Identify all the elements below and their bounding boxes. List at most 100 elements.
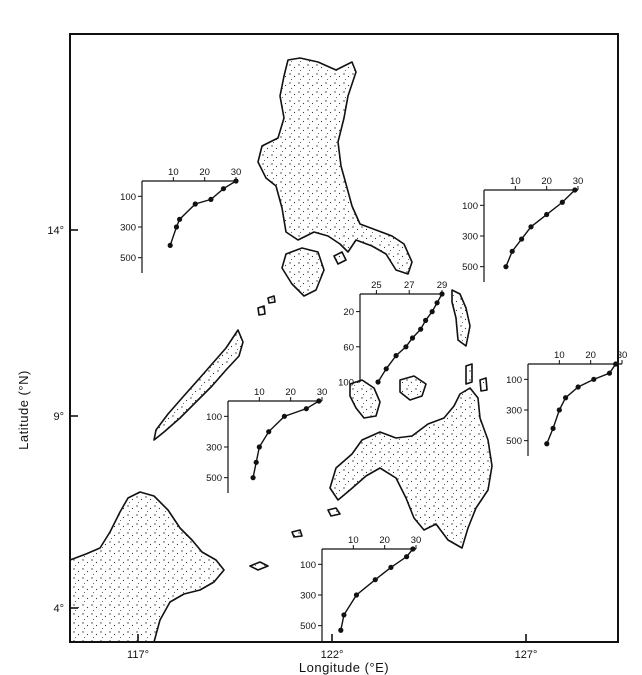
profile-temp-tick-label: 30 [573, 176, 584, 187]
profile-depth-tick-label: 100 [120, 192, 136, 203]
profile-temp-tick-label: 10 [554, 350, 565, 361]
land-masses [69, 57, 493, 643]
profile-point [281, 413, 287, 419]
profile-point [509, 248, 515, 254]
profile-point [316, 398, 322, 404]
profile-point [606, 370, 613, 376]
profile-point [556, 407, 562, 413]
profile-depth-tick-label: 100 [300, 560, 316, 571]
profile-point [208, 196, 214, 202]
luzon-island [257, 57, 413, 275]
profile-point [410, 546, 416, 552]
profile-point [528, 224, 534, 230]
profile-depth-tick-label: 300 [120, 223, 136, 234]
profile-depth-tick-label: 300 [206, 443, 222, 454]
temperature-profiles: 10 20 30 100 300 500 10 20 30 100 300 500 25 27 29 20 60… [120, 167, 627, 641]
profile-temp-tick-label: 27 [404, 280, 415, 291]
map-frame [69, 33, 619, 643]
profile-west: 10 20 30 100 300 500 [206, 387, 327, 493]
profile-point [338, 627, 344, 633]
profile-temp-tick-label: 29 [437, 280, 448, 291]
visayas-island-1 [349, 379, 381, 419]
profile-point [341, 612, 347, 618]
profile-temp-tick-label: 10 [168, 167, 179, 178]
profile-point [403, 344, 409, 350]
profile-temp-tick-label: 10 [254, 387, 265, 398]
y-tick-label: 14° [47, 225, 64, 237]
profile-point [559, 199, 565, 205]
palawan-island [153, 329, 244, 441]
profile-point [256, 444, 262, 450]
profile-point [439, 291, 445, 297]
profile-temp-tick-label: 30 [231, 167, 242, 178]
profile-point [575, 384, 581, 390]
profile-temp-tick-label: 10 [348, 535, 359, 546]
profile-point [591, 376, 597, 382]
profile-point [372, 577, 378, 583]
mindanao-island [329, 387, 493, 549]
profile-point [173, 224, 180, 230]
profile-point [177, 216, 183, 222]
profile-temp-tick-label: 20 [199, 167, 210, 178]
small-islet-6 [327, 507, 341, 517]
borneo-coast [69, 491, 225, 643]
profile-line [169, 180, 237, 246]
small-islet-5 [479, 377, 488, 392]
profile-point [423, 317, 429, 323]
profile-point [353, 592, 360, 598]
profile-line [546, 363, 617, 444]
profile-depth-tick-label: 500 [120, 253, 136, 264]
x-tick-label: 127° [515, 649, 538, 661]
profile-temp-tick-label: 20 [541, 176, 552, 187]
profile-point [404, 554, 410, 560]
profile-point [519, 236, 525, 242]
profile-nw: 10 20 30 100 300 500 [120, 167, 241, 273]
profile-temp-tick-label: 30 [617, 350, 628, 361]
profile-point [409, 335, 416, 341]
mindoro-island [281, 247, 325, 297]
profile-depth-tick-label: 500 [462, 262, 478, 273]
profile-ne: 10 20 30 100 300 500 [462, 176, 583, 282]
profile-depth-tick-label: 100 [338, 378, 354, 389]
profile-depth-tick-label: 100 [462, 201, 478, 212]
visayas-island-2 [399, 375, 427, 401]
profile-point [418, 326, 424, 332]
profile-point [434, 300, 440, 306]
profile-south: 10 20 30 100 300 500 [300, 535, 421, 641]
profile-point [429, 309, 435, 315]
small-islet-4 [465, 363, 473, 385]
profile-depth-tick-label: 300 [300, 591, 316, 602]
small-islet-2 [257, 305, 266, 316]
profile-point [167, 242, 173, 248]
profile-depth-tick-label: 20 [343, 307, 354, 318]
profile-point [550, 425, 556, 431]
x-axis-title: Longitude (°E) [299, 660, 389, 675]
profile-point [375, 379, 381, 385]
profile-line [252, 400, 320, 478]
small-islet-1 [333, 251, 347, 265]
small-islet-8 [291, 529, 303, 538]
y-tick-label: 9° [53, 411, 64, 423]
x-tick-label: 117° [127, 649, 149, 661]
profile-point [393, 353, 399, 359]
profile-point [572, 187, 578, 193]
profile-central: 25 27 29 20 60 100 [338, 280, 447, 389]
profile-point [544, 211, 550, 218]
profile-depth-tick-label: 100 [206, 412, 222, 423]
profile-point [544, 441, 550, 447]
x-tick-label: 122° [321, 649, 344, 661]
profile-temp-tick-label: 10 [510, 176, 521, 187]
y-axis: 14° 9° 4° Latitude (°N) [16, 225, 78, 615]
profile-point [220, 186, 227, 192]
profile-temp-tick-label: 20 [285, 387, 296, 398]
profile-temp-tick-label: 25 [371, 280, 382, 291]
profile-east: 10 20 30 100 300 500 [506, 350, 627, 456]
profile-point [383, 366, 389, 372]
profile-point [303, 406, 309, 412]
y-axis-title: Latitude (°N) [16, 370, 31, 450]
profile-point [388, 564, 394, 571]
profile-point [266, 429, 272, 435]
profile-temp-tick-label: 30 [317, 387, 328, 398]
profile-depth-tick-label: 300 [462, 232, 478, 243]
